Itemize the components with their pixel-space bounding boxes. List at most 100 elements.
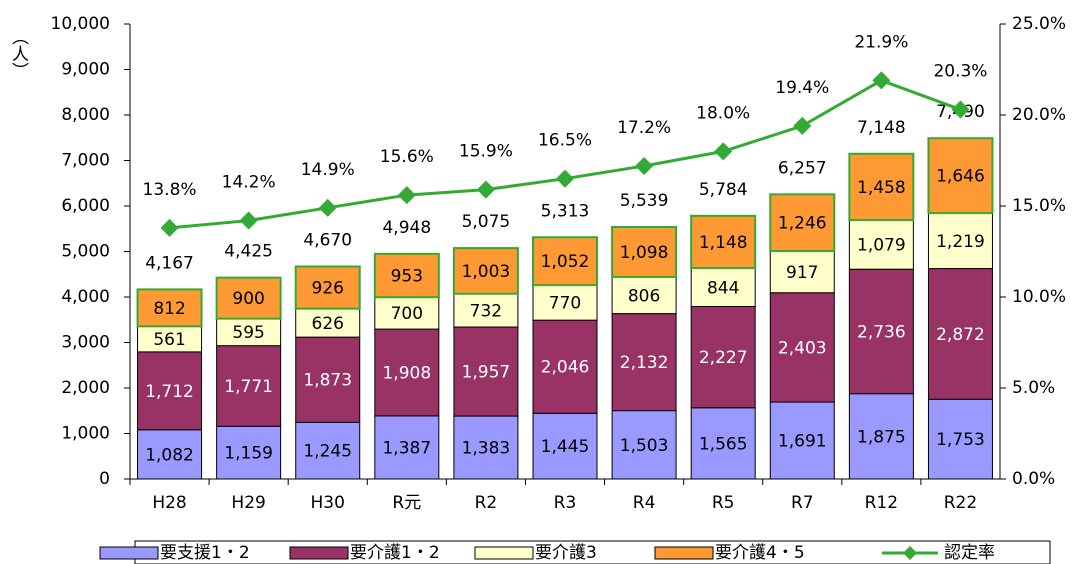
- bar-label: 1,565: [699, 434, 748, 454]
- x-tick-label: R12: [865, 493, 898, 513]
- y2-tick-label: 25.0%: [1012, 14, 1066, 34]
- bar-segment: [294, 265, 361, 310]
- y2-tick-label: 0.0%: [1012, 469, 1055, 489]
- x-tick-label: R元: [392, 493, 421, 513]
- total-label: 5,539: [620, 191, 669, 211]
- bar-segment: [374, 296, 440, 330]
- bar-label: 812: [153, 299, 185, 319]
- bar-segment: [532, 319, 598, 414]
- bar-segment: [848, 152, 915, 222]
- y-tick-label: 3,000: [61, 333, 110, 353]
- x-tick-label: H30: [311, 493, 345, 513]
- total-label: 5,075: [462, 212, 511, 232]
- bar-segment: [136, 288, 203, 328]
- rate-marker: [872, 71, 891, 90]
- bar-segment: [295, 308, 361, 338]
- bar-label: 1,079: [857, 236, 906, 256]
- legend-swatch: [474, 546, 534, 560]
- bar-label: 1,148: [699, 233, 748, 253]
- bar-segment: [532, 284, 598, 321]
- total-label: 4,948: [382, 218, 431, 238]
- rate-label: 15.6%: [380, 147, 434, 167]
- bar-segment: [532, 236, 598, 287]
- bar-label: 2,227: [699, 348, 748, 368]
- bar-segment: [927, 268, 993, 400]
- bar-label: 626: [312, 314, 344, 334]
- bar-label: 1,387: [382, 438, 431, 458]
- bar-segment: [769, 193, 836, 252]
- bar-label: 2,736: [857, 322, 906, 342]
- rate-label: 18.0%: [696, 103, 750, 123]
- bar-segment: [848, 393, 914, 480]
- rate-marker: [635, 156, 654, 175]
- bar-segment: [690, 214, 757, 270]
- legend-swatch: [289, 546, 349, 560]
- bar-label: 806: [628, 286, 660, 306]
- bar-segment: [137, 429, 203, 480]
- bar-segment: [374, 415, 440, 480]
- bar-label: 1,873: [303, 371, 352, 391]
- total-label: 7,148: [857, 118, 906, 138]
- bar-label: 1,875: [857, 427, 906, 447]
- rate-marker: [951, 100, 970, 119]
- y-tick-label: 4,000: [61, 287, 110, 307]
- bar-label: 1,246: [778, 214, 827, 234]
- bar-label: 1,245: [303, 442, 352, 462]
- rate-label: 13.8%: [143, 180, 197, 200]
- legend-label: 要介護1・2: [350, 543, 440, 563]
- bar-segment: [453, 326, 519, 417]
- bar-label: 900: [232, 289, 264, 309]
- total-label: 4,425: [224, 242, 273, 262]
- rate-marker: [556, 169, 574, 188]
- bar-label: 770: [549, 294, 581, 314]
- bar-label: 1,003: [462, 262, 511, 282]
- bar-segment: [215, 276, 282, 320]
- bar-segment: [453, 415, 519, 480]
- bar-segment: [453, 293, 519, 328]
- bar-label: 595: [232, 323, 264, 343]
- bar-label: 1,098: [620, 243, 669, 263]
- bar-label: 1,445: [541, 437, 590, 457]
- bar-segment: [452, 247, 519, 295]
- bar-segment: [216, 318, 282, 347]
- x-tick-label: R2: [475, 493, 498, 513]
- rate-label: 20.3%: [933, 62, 987, 82]
- legend-swatch: [99, 546, 159, 560]
- bar-label: 926: [312, 279, 344, 299]
- bar-segment: [611, 410, 677, 480]
- bar-segment: [690, 267, 756, 307]
- bar-segment: [137, 325, 203, 353]
- bar-label: 1,753: [936, 430, 985, 450]
- bar-segment: [769, 250, 835, 294]
- bar-segment: [690, 305, 756, 409]
- rate-label: 19.4%: [775, 78, 829, 98]
- bar-segment: [216, 425, 282, 480]
- bar-segment: [769, 292, 835, 403]
- bar-label: 1,082: [145, 445, 194, 465]
- total-label: 4,167: [145, 253, 194, 273]
- bar-label: 700: [391, 304, 423, 324]
- legend-marker: [903, 546, 917, 560]
- rate-marker: [714, 142, 733, 161]
- rate-label: 17.2%: [617, 118, 671, 138]
- x-tick-label: R22: [944, 493, 977, 513]
- legend-label: 要支援1・2: [160, 543, 250, 563]
- bar-label: 1,383: [462, 439, 511, 459]
- bar-label: 1,771: [224, 377, 273, 397]
- bar-segment: [611, 276, 677, 315]
- total-label: 5,784: [699, 180, 748, 200]
- rate-label: 16.5%: [538, 131, 592, 151]
- bar-label: 953: [391, 267, 423, 287]
- bar-segment: [927, 212, 993, 270]
- bar-segment: [848, 268, 914, 395]
- rate-label: 14.2%: [222, 173, 276, 193]
- legend-label: 要介護4・5: [715, 543, 805, 563]
- bar-label: 917: [786, 263, 818, 283]
- y2-tick-label: 10.0%: [1012, 287, 1066, 307]
- total-label: 6,257: [778, 158, 827, 178]
- bar-label: 2,872: [936, 325, 985, 345]
- rate-marker: [318, 198, 337, 217]
- bar-segment: [532, 412, 598, 480]
- bar-segment: [373, 252, 440, 299]
